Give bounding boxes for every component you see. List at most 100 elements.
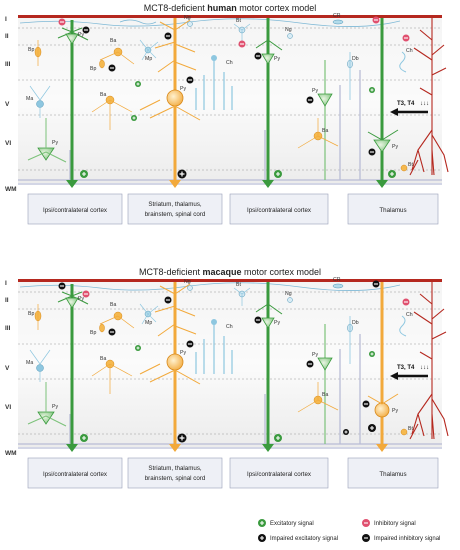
impaired-inhibitory-signal-icon — [306, 360, 314, 368]
impaired-inhibitory-signal-icon — [108, 64, 116, 72]
layer-v-pyramidal: Py — [312, 60, 333, 180]
label-ba1: Ba — [110, 302, 116, 308]
projection-targets: Ipsi/contralateral cortex Striatum, thal… — [27, 193, 439, 225]
label-py-v: Py — [312, 352, 318, 358]
pyramidal-neuron-right: Py — [367, 18, 398, 188]
layer-label-WM: WM — [5, 450, 17, 457]
blood-vessel-tree — [409, 282, 449, 440]
label-bp1: Bp — [28, 47, 34, 53]
label-ch1: Ch — [226, 60, 233, 66]
impaired-inhibitory-signal-icon — [108, 328, 116, 336]
layer-v-pyramidal: Py — [312, 324, 333, 444]
label-ba3: Ba — [322, 392, 328, 398]
target-box-thalamus — [347, 457, 439, 489]
excitatory-signal-icon — [131, 115, 137, 121]
impaired-inhibitory-signal-icon — [164, 296, 172, 304]
label-bt1: Bt — [236, 282, 241, 288]
label-ng2: Ng — [285, 291, 292, 297]
inhibitory-signal-icon — [402, 298, 410, 306]
inhibitory-signal-icon — [372, 16, 380, 24]
label-mp: Mp — [145, 320, 152, 326]
label-ba2: Ba — [100, 92, 106, 98]
legend-inhibitory-label: Inhibitory signal — [374, 521, 416, 527]
label-bt2: Bt — [408, 426, 413, 432]
layer-label-V: V — [5, 365, 10, 372]
cortex-background — [18, 279, 442, 447]
excitatory-signal-icon — [274, 170, 282, 178]
target-label-subcortical-2: brainstem, spinal cord — [145, 475, 206, 482]
macaque-panel: MCT8-deficient macaque motor cortex mode… — [5, 267, 449, 489]
label-db: Db — [352, 56, 359, 62]
target-box-cortex-2 — [229, 193, 329, 225]
projection-neuron-orange: Py — [139, 282, 201, 452]
inhibitory-signal-icon — [238, 40, 246, 48]
thyroid-label: T3, T4 — [397, 101, 415, 107]
label-py-vr: Py — [392, 144, 398, 150]
label-db: Db — [352, 320, 359, 326]
cortex-background — [18, 15, 442, 183]
projection-neuron-right-orange: Py — [367, 282, 398, 452]
label-ba1: Ba — [110, 38, 116, 44]
target-box-subcortical — [127, 457, 223, 489]
impaired-inhibitory-signal-icon — [186, 340, 194, 348]
legend-excitatory: Excitatory signal — [258, 519, 314, 527]
label-py-top: Py — [78, 32, 84, 38]
label-ma: Ma — [26, 96, 33, 102]
impaired-excitatory-signal-icon — [177, 433, 187, 443]
impaired-inhibitory-signal-icon — [254, 316, 262, 324]
interneurons: Bp Ma Ba Bp Mp Ng Bt Ng CR Db — [26, 277, 413, 436]
layer-label-II: II — [5, 33, 9, 40]
layer-label-WM: WM — [5, 186, 17, 193]
excitatory-signal-icon — [135, 345, 141, 351]
decrease-arrows: ↓↓↓ — [420, 101, 429, 107]
decrease-arrows: ↓↓↓ — [420, 365, 429, 371]
legend-impaired-inhibitory: Impaired inhibitory signal — [362, 534, 440, 542]
layer-label-III: III — [5, 325, 11, 332]
label-py-top: Py — [78, 296, 84, 302]
impaired-inhibitory-signal-icon — [164, 32, 172, 40]
label-py-mid: Py — [180, 86, 186, 92]
layer-label-I: I — [5, 280, 7, 287]
pyramidal-neuron-left: Py — [57, 284, 89, 452]
target-box-cortex-2 — [229, 457, 329, 489]
target-label-cortex-1: Ipsi/contralateral cortex — [43, 207, 108, 214]
impaired-inhibitory-signal-icon — [306, 96, 314, 104]
target-box-subcortical — [127, 193, 223, 225]
projection-targets: Ipsi/contralateral cortex Striatum, thal… — [27, 457, 439, 489]
label-py-r: Py — [274, 56, 280, 62]
target-label-subcortical-2: brainstem, spinal cord — [145, 211, 206, 218]
label-cr: CR — [333, 277, 341, 283]
excitatory-signal-icon — [388, 170, 396, 178]
human-panel: MCT8-deficient human motor cortex model … — [5, 3, 449, 225]
label-ng1: Ng — [184, 279, 191, 285]
label-ch2: Ch — [406, 48, 413, 54]
pial-vessel — [18, 15, 442, 18]
label-ba2: Ba — [100, 356, 106, 362]
label-ng2: Ng — [285, 27, 292, 33]
thyroid-label: T3, T4 — [397, 365, 415, 371]
target-label-subcortical-1: Striatum, thalamus, — [148, 465, 202, 472]
label-py-vr: Py — [392, 408, 398, 414]
impaired-inhibitory-signal-icon — [82, 26, 90, 34]
label-bp2: Bp — [90, 330, 96, 336]
label-ma: Ma — [26, 360, 33, 366]
blood-vessel-tree — [409, 18, 449, 176]
layer-label-V: V — [5, 101, 10, 108]
legend: Excitatory signal Impaired excitatory si… — [258, 519, 440, 542]
excitatory-signal-icon — [369, 87, 375, 93]
inhibitory-signal-icon — [58, 18, 66, 26]
legend-inhibitory: Inhibitory signal — [362, 519, 416, 527]
layer-label-II: II — [5, 297, 9, 304]
excitatory-signal-icon — [135, 81, 141, 87]
label-py-vi: Py — [52, 140, 58, 146]
target-box-cortex-1 — [27, 193, 123, 225]
target-label-cortex-1: Ipsi/contralateral cortex — [43, 471, 108, 478]
legend-impaired-excitatory-label: Impaired excitatory signal — [270, 536, 338, 542]
inhibitory-signal-icon — [402, 34, 410, 42]
label-ng1: Ng — [184, 15, 191, 21]
thyroid-hormone-arrow: T3, T4 ↓↓↓ — [390, 365, 429, 380]
impaired-inhibitory-signal-icon — [362, 400, 370, 408]
layer-vi-pyramidal-left: Py — [27, 382, 67, 427]
pyramidal-neuron-left: Py — [57, 20, 89, 188]
